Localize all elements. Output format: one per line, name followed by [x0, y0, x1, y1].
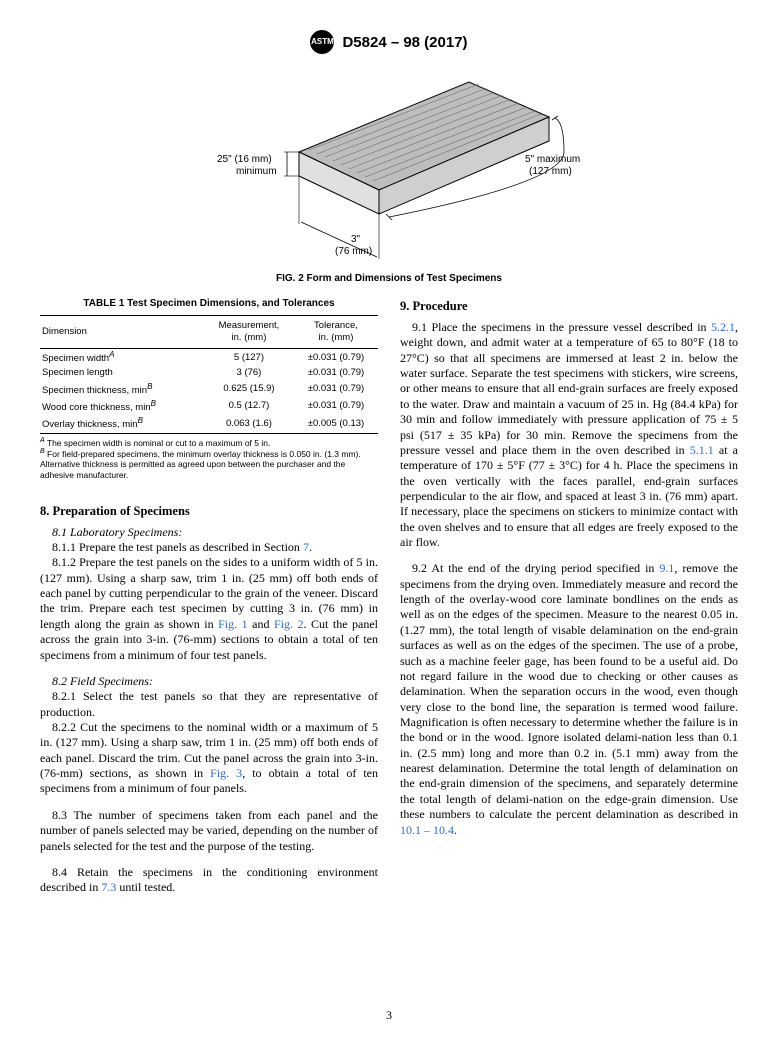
astm-logo-icon: ASTM: [310, 30, 334, 54]
two-column-body: TABLE 1 Test Specimen Dimensions, and To…: [40, 298, 738, 896]
dim-height: 25" (16 mm): [217, 154, 272, 165]
para-8.2.2: 8.2.2 Cut the specimens to the nominal w…: [40, 720, 378, 797]
para-9.2: 9.2 At the end of the drying period spec…: [400, 561, 738, 837]
section-8.2-heading: 8.2 Field Specimens:: [40, 674, 378, 689]
link-9.1[interactable]: 9.1: [659, 561, 674, 575]
table-row: Specimen widthA5 (127)±0.031 (0.79): [40, 349, 378, 367]
para-9.1: 9.1 Place the specimens in the pressure …: [400, 320, 738, 550]
link-5.2.1[interactable]: 5.2.1: [711, 320, 735, 334]
section-9-heading: 9. Procedure: [400, 298, 738, 314]
link-5.1.1[interactable]: 5.1.1: [690, 443, 714, 457]
page: ASTM D5824 – 98 (2017) 5" maximum (127: [0, 0, 778, 1041]
link-fig-3[interactable]: Fig. 3: [210, 766, 242, 780]
table-row: Overlay thickness, minB0.063 (1.6)±0.005…: [40, 415, 378, 433]
table-row: Specimen thickness, minB0.625 (15.9)±0.0…: [40, 381, 378, 398]
link-fig-1[interactable]: Fig. 1: [218, 617, 248, 631]
header: ASTM D5824 – 98 (2017): [40, 30, 738, 54]
right-column: 9. Procedure 9.1 Place the specimens in …: [400, 298, 738, 896]
dim-length: 5" maximum: [525, 154, 580, 165]
link-fig-2[interactable]: Fig. 2: [274, 617, 304, 631]
para-8.2.1: 8.2.1 Select the test panels so that the…: [40, 689, 378, 720]
para-8.1.1: 8.1.1 Prepare the test panels as describ…: [40, 540, 378, 555]
para-8.4: 8.4 Retain the specimens in the conditio…: [40, 865, 378, 896]
link-7.3[interactable]: 7.3: [101, 880, 116, 894]
col-tolerance: Tolerance, in. (mm): [294, 315, 378, 348]
standard-number: D5824 – 98 (2017): [342, 34, 467, 51]
table-title: TABLE 1 Test Specimen Dimensions, and To…: [40, 298, 378, 311]
figure-2: 5" maximum (127 mm) 3" (76 mm) 25" (16 m…: [40, 62, 738, 267]
specimen-diagram-icon: 5" maximum (127 mm) 3" (76 mm) 25" (16 m…: [179, 62, 599, 262]
link-section-7[interactable]: 7: [303, 540, 309, 554]
dim-height-min: minimum: [236, 166, 277, 177]
link-10.1-10.4[interactable]: 10.1 – 10.4: [400, 823, 454, 837]
section-8.1-heading: 8.1 Laboratory Specimens:: [40, 525, 378, 540]
dim-length-mm: (127 mm): [529, 166, 572, 177]
page-number: 3: [0, 1008, 778, 1023]
dim-width-mm: (76 mm): [335, 246, 372, 257]
section-8-heading: 8. Preparation of Specimens: [40, 503, 378, 519]
col-measurement: Measurement, in. (mm): [204, 315, 294, 348]
table-1: Dimension Measurement, in. (mm) Toleranc…: [40, 315, 378, 434]
table-row: Wood core thickness, minB0.5 (12.7)±0.03…: [40, 398, 378, 415]
table-row: Specimen length3 (76)±0.031 (0.79): [40, 366, 378, 380]
figure-caption: FIG. 2 Form and Dimensions of Test Speci…: [40, 273, 738, 284]
para-8.1.2: 8.1.2 Prepare the test panels on the sid…: [40, 555, 378, 663]
para-8.3: 8.3 The number of specimens taken from e…: [40, 808, 378, 854]
col-dimension: Dimension: [40, 315, 204, 348]
left-column: TABLE 1 Test Specimen Dimensions, and To…: [40, 298, 378, 896]
table-footnotes: A The specimen width is nominal or cut t…: [40, 437, 378, 481]
dim-width: 3": [351, 234, 361, 245]
